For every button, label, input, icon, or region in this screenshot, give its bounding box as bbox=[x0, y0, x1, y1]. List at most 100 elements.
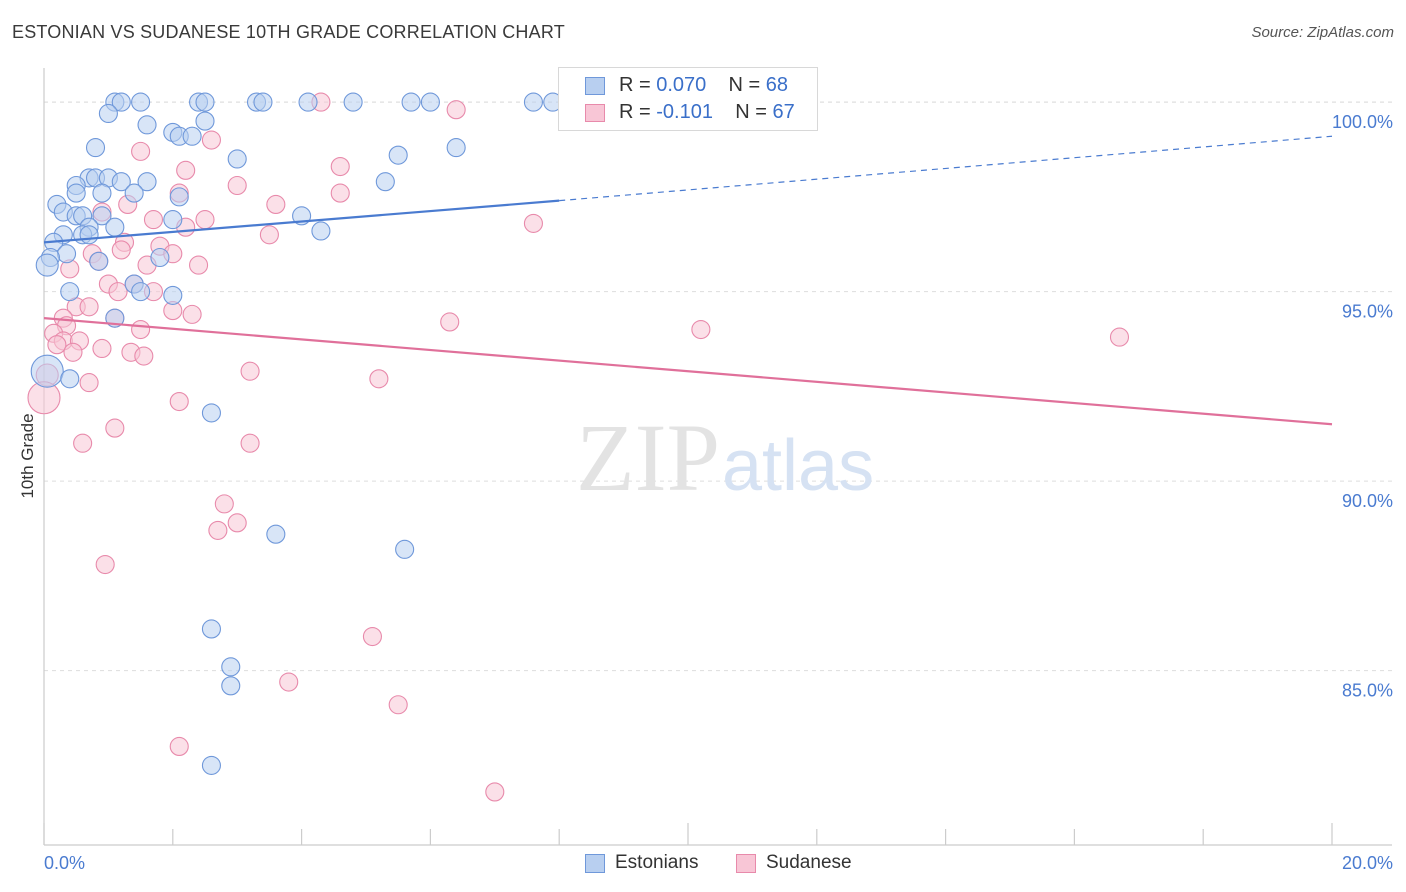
sudanese-point bbox=[227, 513, 247, 533]
y-tick-label: 95.0% bbox=[1342, 302, 1393, 322]
estonian-point bbox=[195, 111, 215, 131]
sudanese-point bbox=[79, 297, 99, 317]
estonian-point bbox=[111, 92, 131, 112]
legend-n-label: N = bbox=[728, 74, 766, 96]
legend-r-value: 0.070 bbox=[656, 74, 707, 96]
sudanese-point bbox=[485, 782, 505, 802]
sudanese-point bbox=[176, 160, 196, 180]
chart-title: ESTONIAN VS SUDANESE 10TH GRADE CORRELAT… bbox=[12, 22, 565, 42]
sudanese-swatch bbox=[585, 104, 605, 122]
estonian-point bbox=[111, 172, 131, 192]
sudanese-point bbox=[111, 240, 131, 260]
sudanese-point bbox=[388, 695, 408, 715]
watermark: ZIP atlas bbox=[576, 404, 874, 511]
sudanese-point bbox=[105, 418, 125, 438]
estonian-point bbox=[253, 92, 273, 112]
legend-r-label: R = bbox=[619, 101, 657, 123]
estonian-point bbox=[388, 145, 408, 165]
estonian-point bbox=[311, 221, 331, 241]
estonian-point bbox=[195, 92, 215, 112]
x-tick-labels: 0.0% 20.0% bbox=[44, 853, 1393, 873]
estonian-point bbox=[137, 172, 157, 192]
sudanese-point bbox=[362, 626, 382, 647]
legend-n-value: 67 bbox=[772, 101, 795, 123]
sudanese-point bbox=[240, 433, 260, 453]
watermark-zip: ZIP bbox=[576, 404, 720, 511]
estonian-point bbox=[85, 138, 106, 158]
estonian-point bbox=[66, 183, 86, 203]
sudanese-point bbox=[1109, 327, 1130, 347]
sudanese-point bbox=[279, 672, 299, 692]
estonian-point bbox=[401, 92, 421, 112]
sudanese-trend-line bbox=[43, 317, 1333, 426]
estonian-point bbox=[420, 92, 440, 112]
sudanese-point bbox=[227, 175, 247, 196]
legend-n-value: 68 bbox=[765, 74, 789, 96]
sudanese-legend-swatch bbox=[736, 854, 756, 873]
estonian-point bbox=[60, 369, 80, 389]
estonian-point bbox=[375, 172, 395, 192]
sudanese-point bbox=[446, 100, 466, 120]
estonian-point bbox=[221, 657, 241, 677]
legend-r-value: -0.101 bbox=[656, 101, 713, 123]
estonian-point bbox=[201, 619, 221, 639]
sudanese-point bbox=[143, 210, 164, 230]
sudanese-point bbox=[134, 346, 154, 366]
sudanese-point bbox=[691, 319, 711, 340]
y-tick-label: 85.0% bbox=[1342, 681, 1393, 701]
estonian-point bbox=[30, 354, 64, 388]
estonian-point bbox=[201, 403, 221, 423]
y-tick-label: 90.0% bbox=[1342, 491, 1393, 511]
sudanese-point bbox=[73, 433, 93, 453]
estonian-point bbox=[163, 285, 183, 305]
sudanese-point bbox=[169, 391, 189, 412]
sudanese-point bbox=[214, 494, 234, 514]
estonian-point bbox=[92, 183, 112, 203]
estonians-swatch bbox=[585, 77, 605, 95]
x-tick-label: 20.0% bbox=[1342, 853, 1393, 873]
sudanese-point bbox=[108, 282, 128, 302]
sudanese-point bbox=[95, 554, 115, 575]
sudanese-point bbox=[330, 183, 350, 203]
sudanese-point bbox=[201, 130, 221, 150]
estonian-point bbox=[131, 282, 151, 302]
sudanese-point bbox=[63, 342, 83, 362]
estonian-point bbox=[89, 251, 109, 271]
trend-lines bbox=[43, 135, 1333, 426]
estonian-point bbox=[227, 149, 247, 169]
legend-label-estonians: Estonians bbox=[615, 852, 699, 873]
sudanese-point bbox=[131, 141, 151, 161]
sudanese-point bbox=[169, 736, 189, 757]
sudanese-point bbox=[523, 213, 543, 233]
watermark-atlas: atlas bbox=[722, 426, 874, 506]
sudanese-point bbox=[266, 194, 286, 214]
estonian-point bbox=[150, 247, 170, 268]
sudanese-point bbox=[259, 225, 279, 245]
estonian-point bbox=[523, 92, 543, 112]
estonian-point bbox=[343, 92, 363, 112]
legend-n-label: N = bbox=[735, 101, 773, 123]
estonians-legend-swatch bbox=[585, 854, 605, 873]
estonian-point bbox=[60, 282, 80, 302]
sudanese-point bbox=[131, 319, 151, 340]
axes bbox=[43, 68, 1392, 846]
sudanese-point bbox=[440, 312, 460, 332]
chart-source: Source: ZipAtlas.com bbox=[1251, 24, 1394, 41]
estonian-point bbox=[137, 115, 157, 135]
legend-label-sudanese: Sudanese bbox=[766, 852, 852, 873]
estonian-point bbox=[98, 103, 118, 124]
estonian-point bbox=[124, 183, 144, 203]
x-tick-label: 0.0% bbox=[44, 853, 85, 873]
estonian-point bbox=[446, 138, 466, 158]
y-tick-labels: 85.0% 90.0% 95.0% 100.0% bbox=[1332, 112, 1393, 701]
stats-legend: R = 0.070 N = 68 R = -0.101 N = 67 bbox=[558, 67, 818, 131]
y-axis-title: 10th Grade bbox=[18, 413, 37, 498]
sudanese-point bbox=[240, 361, 260, 381]
estonian-point bbox=[105, 217, 125, 237]
sudanese-point bbox=[208, 520, 228, 540]
legend-r-label: R = bbox=[619, 74, 657, 96]
estonian-point bbox=[201, 755, 221, 775]
sudanese-point bbox=[92, 338, 112, 359]
estonian-point bbox=[298, 92, 318, 112]
